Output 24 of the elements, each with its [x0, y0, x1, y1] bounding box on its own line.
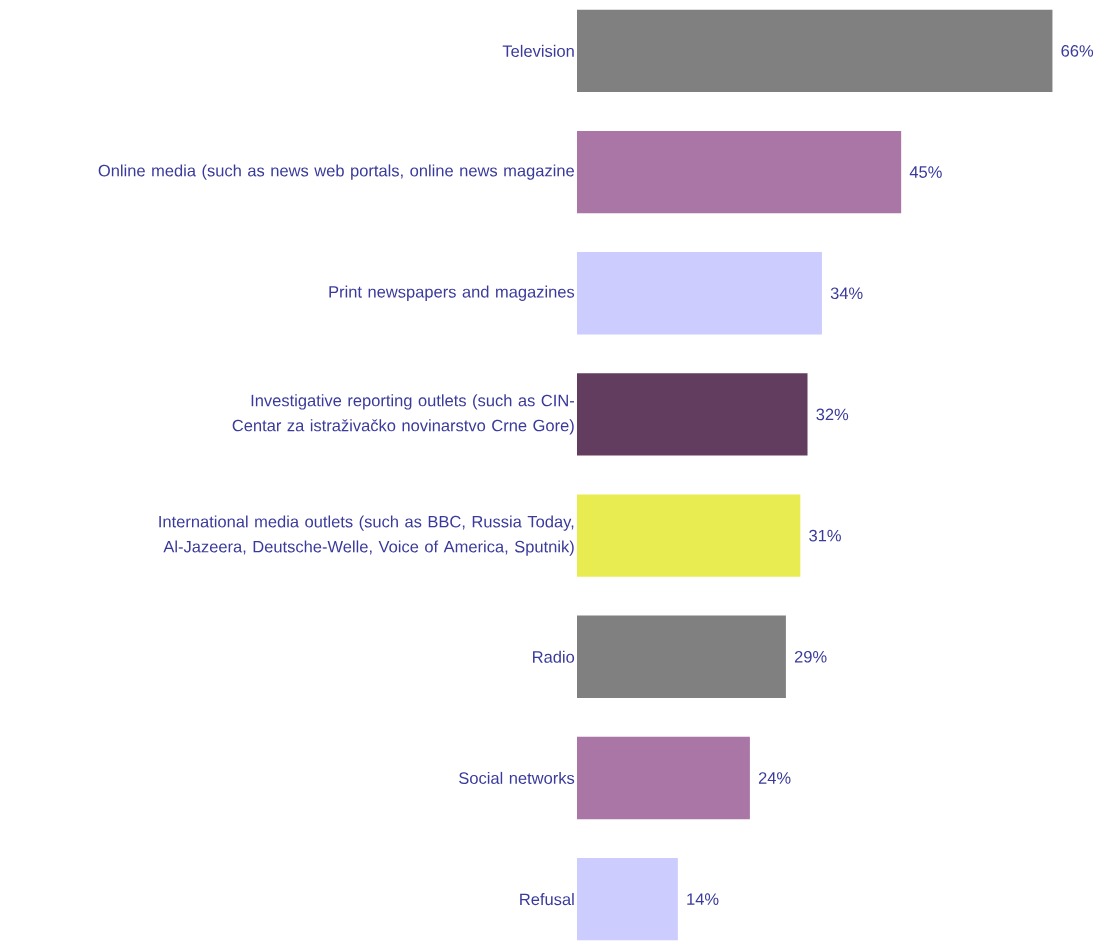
- data-label: 29%: [794, 650, 827, 663]
- bar: [577, 252, 822, 335]
- y-tick-label: International media outlets (such as BBC, Russia Today, Al-Jazeera, Deutsche-Welle, Voice of America, Sputnik): [159, 515, 574, 556]
- y-tick-label: Refusal: [520, 893, 574, 906]
- y-tick-label: Television: [502, 44, 574, 57]
- data-label: 66%: [1061, 45, 1094, 57]
- data-label: 24%: [758, 772, 791, 784]
- bar: [577, 373, 808, 456]
- bar: [577, 494, 801, 577]
- data-label: 31%: [809, 529, 841, 542]
- data-label: 32%: [816, 408, 849, 421]
- bar: [577, 615, 786, 698]
- y-tick-label: Print newspapers and magazines: [329, 285, 575, 301]
- bar: [577, 736, 750, 820]
- bar: [577, 9, 1053, 93]
- data-label: 45%: [909, 166, 942, 178]
- y-tick-label: Social networks: [459, 771, 575, 784]
- bar: [577, 857, 678, 941]
- y-tick-label: Online media (such as news web portals, online news magazine: [98, 164, 574, 180]
- bar: [577, 130, 902, 214]
- y-tick-label: Radio: [533, 650, 575, 663]
- data-label: 14%: [687, 893, 719, 905]
- data-label: 34%: [830, 287, 863, 300]
- y-tick-label: Investigative reporting outlets (such as CIN-Centar za istraživačko novinarstvo Crne Gore): [232, 394, 575, 435]
